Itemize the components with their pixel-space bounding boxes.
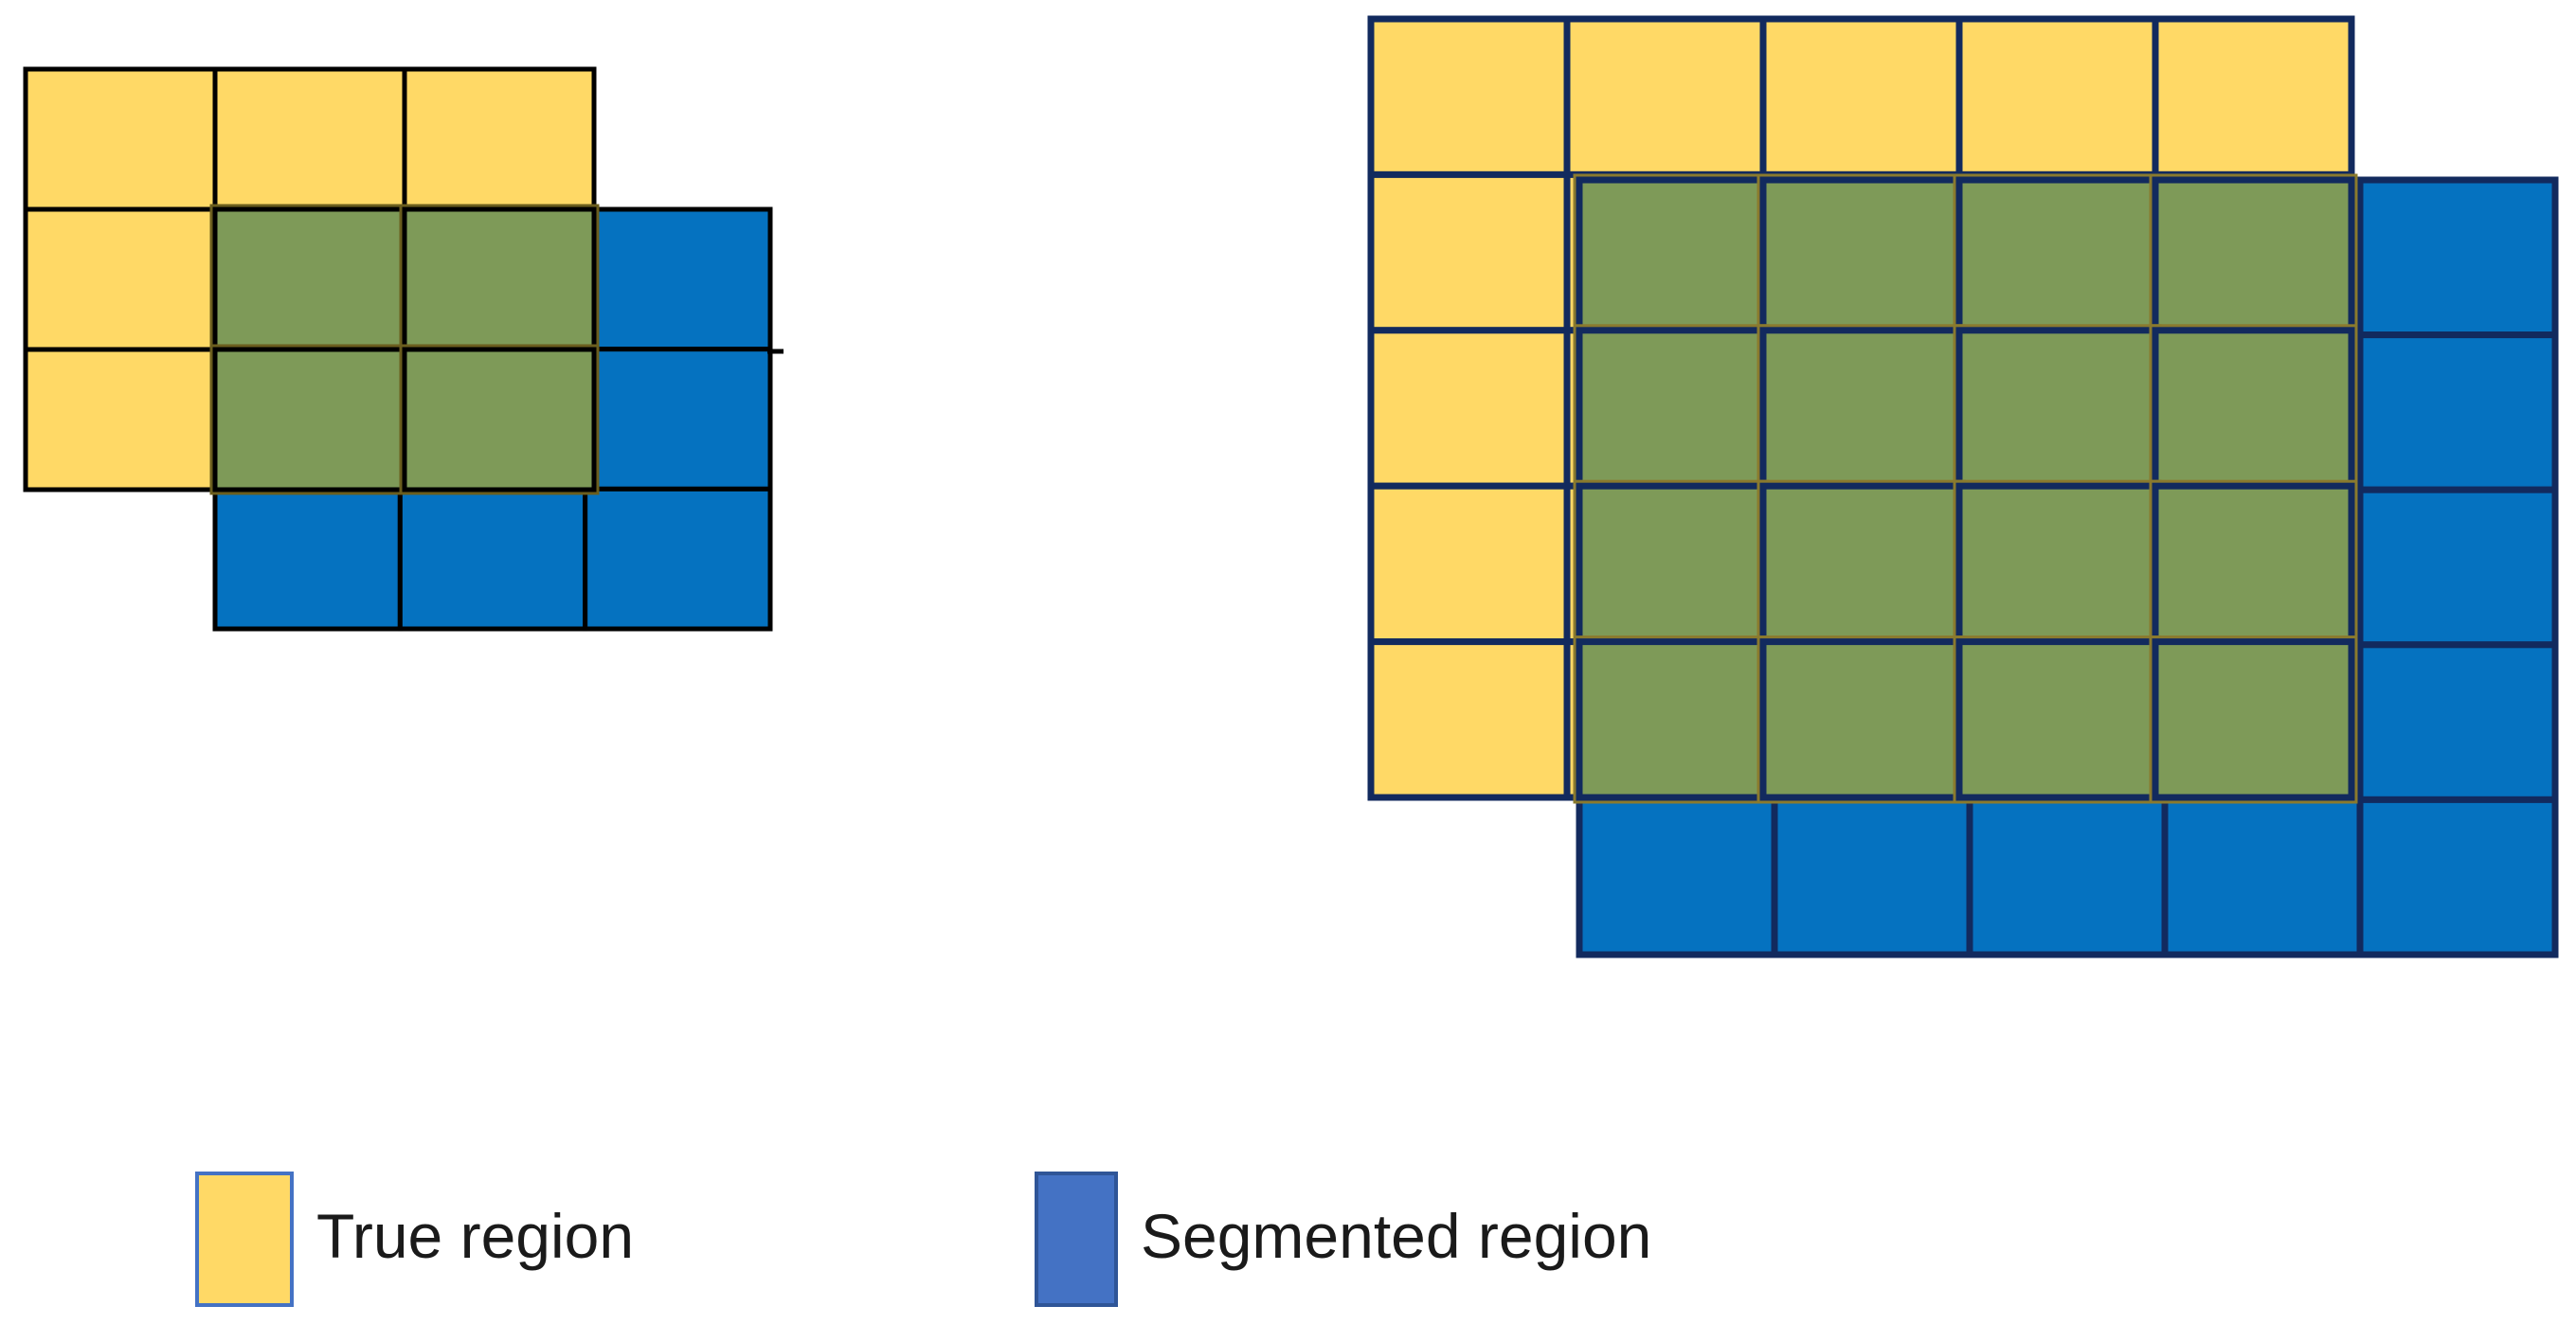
overlap-cell [1759, 638, 1963, 801]
true-cell [23, 66, 218, 212]
segmented-cell [2356, 796, 2559, 958]
overlap-cell [2152, 482, 2355, 646]
segmented-cell [583, 486, 773, 632]
segmented-cell [212, 486, 403, 632]
true-cell [1367, 327, 1571, 490]
true-cell [212, 66, 407, 212]
segmented-cell [2356, 176, 2559, 339]
overlap-cell [402, 347, 597, 492]
segmented-cell [1576, 796, 1778, 958]
true-cell [23, 347, 218, 492]
overlap-cell [2152, 176, 2355, 334]
overlap-cell [1955, 327, 2159, 490]
overlap-cell [1759, 327, 1963, 490]
true-cell [2152, 15, 2355, 178]
true-cell [1759, 15, 1963, 178]
overlap-cell [2152, 327, 2355, 490]
segmented-cell [2356, 331, 2559, 493]
overlap-cell [2152, 638, 2355, 801]
segmented-cell [2161, 796, 2364, 958]
overlap-cell [1576, 176, 1767, 334]
true-cell [1367, 170, 1571, 334]
overlap-cell [1576, 638, 1767, 801]
overlap-cell [212, 206, 407, 352]
true-cell [402, 66, 597, 212]
overlap-cell [1576, 327, 1767, 490]
segmented-cell [397, 486, 588, 632]
segmented-cell [2356, 641, 2559, 803]
overlap-cell [1759, 482, 1963, 646]
segmented-cell [583, 206, 773, 352]
true-cell [23, 206, 218, 352]
segmented-cell [583, 347, 773, 492]
segmented-cell [1771, 796, 1973, 958]
true-cell [1367, 15, 1571, 178]
overlap-cell [1759, 176, 1963, 334]
overlap-cell [402, 206, 597, 352]
true-cell [1955, 15, 2159, 178]
segmented-cell [1966, 796, 2169, 958]
overlap-cell [1955, 638, 2159, 801]
overlap-cell [1955, 482, 2159, 646]
true-cell [1367, 482, 1571, 646]
left-diagram [23, 66, 784, 632]
true-cell [1367, 638, 1571, 801]
overlap-cell [1955, 176, 2159, 334]
overlap-cell [1576, 482, 1767, 646]
right-diagram [1367, 15, 2559, 958]
true-cell [1563, 15, 1767, 178]
overlap-cell [212, 347, 407, 492]
segmented-cell [2356, 486, 2559, 649]
